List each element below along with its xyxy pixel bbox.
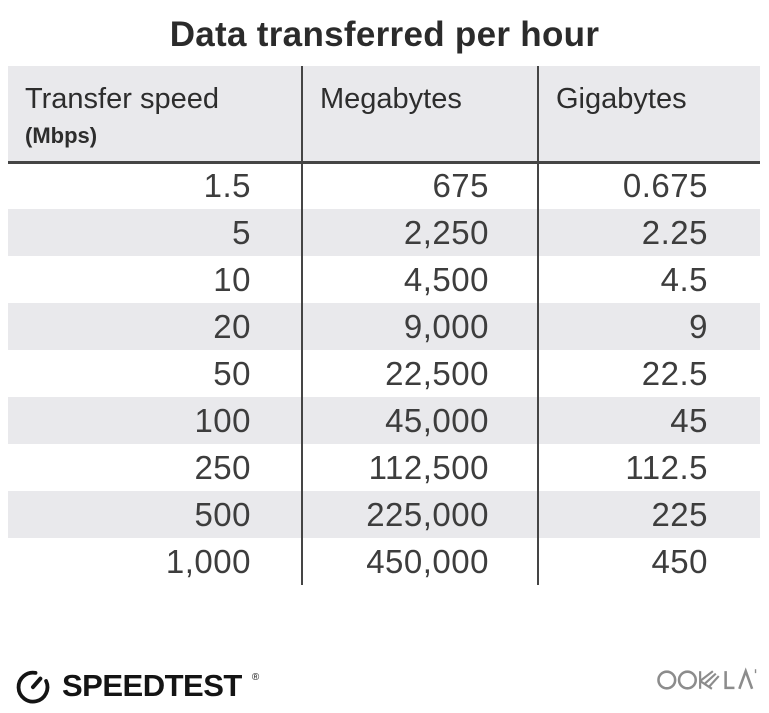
transfer-speed-label: Transfer speed xyxy=(25,83,219,115)
transfer-speed-unit: (Mbps) xyxy=(25,123,98,148)
cell-gigabytes: 4.5 xyxy=(537,256,760,303)
speedtest-wordmark: SPEEDTEST xyxy=(62,668,242,703)
table-row: 50 22,500 22.5 xyxy=(8,350,760,397)
cell-megabytes: 675 xyxy=(301,162,538,209)
cell-gigabytes: 225 xyxy=(537,491,760,538)
cell-megabytes: 9,000 xyxy=(301,303,538,350)
cell-gigabytes: 22.5 xyxy=(537,350,760,397)
ookla-wordmark-graphic xyxy=(657,667,757,690)
cell-speed: 10 xyxy=(213,260,251,298)
data-transfer-table: Transfer speed (Mbps) Megabytes Gigabyte… xyxy=(8,66,760,585)
cell-speed: 1.5 xyxy=(203,167,251,205)
table-row: 5 2,250 2.25 xyxy=(8,209,760,256)
cell-megabytes: 225,000 xyxy=(301,491,538,538)
cell-megabytes: 45,000 xyxy=(301,397,538,444)
table-row: 10 4,500 4.5 xyxy=(8,256,760,303)
table-row: 250 112,500 112.5 xyxy=(8,444,760,491)
cell-megabytes: 450,000 xyxy=(301,538,538,585)
cell-megabytes: 4,500 xyxy=(301,256,538,303)
cell-speed: 500 xyxy=(8,491,302,538)
cell-megabytes: 22,500 xyxy=(301,350,538,397)
speedtest-logo: SPEEDTEST ® xyxy=(13,666,260,706)
table-row: 1,000 450,000 450 xyxy=(8,538,760,585)
cell-megabytes: 112,500 xyxy=(301,444,538,491)
cell-speed: 50 xyxy=(213,354,251,392)
cell-speed: 1,000 xyxy=(165,542,251,580)
column-header-transfer-speed: Transfer speed (Mbps) xyxy=(8,66,302,164)
footer: SPEEDTEST ® xyxy=(0,657,769,713)
column-header-megabytes: Megabytes xyxy=(301,66,538,164)
cell-gigabytes: 112.5 xyxy=(537,444,760,491)
page-title: Data transferred per hour xyxy=(169,15,600,54)
cell-speed: 100 xyxy=(8,397,302,444)
speedtest-gauge-icon xyxy=(13,666,53,706)
cell-gigabytes: 9 xyxy=(537,303,760,350)
cell-gigabytes: 45 xyxy=(537,397,760,444)
cell-gigabytes: 0.675 xyxy=(537,162,760,209)
table-row: 100 45,000 45 xyxy=(8,397,760,444)
column-header-gigabytes: Gigabytes xyxy=(537,66,760,164)
table-row: 1.5 675 0.675 xyxy=(8,162,760,209)
ookla-logo xyxy=(657,663,757,702)
header-row: Transfer speed (Mbps) Megabytes Gigabyte… xyxy=(8,66,760,164)
table-row: 20 9,000 9 xyxy=(8,303,760,350)
table-row: 500 225,000 225 xyxy=(8,491,760,538)
cell-speed: 20 xyxy=(8,303,302,350)
cell-megabytes: 2,250 xyxy=(301,209,538,256)
cell-speed: 5 xyxy=(8,209,302,256)
cell-gigabytes: 2.25 xyxy=(537,209,760,256)
registered-trademark-mark: ® xyxy=(251,671,260,683)
cell-speed: 250 xyxy=(194,448,251,486)
cell-gigabytes: 450 xyxy=(537,538,760,585)
